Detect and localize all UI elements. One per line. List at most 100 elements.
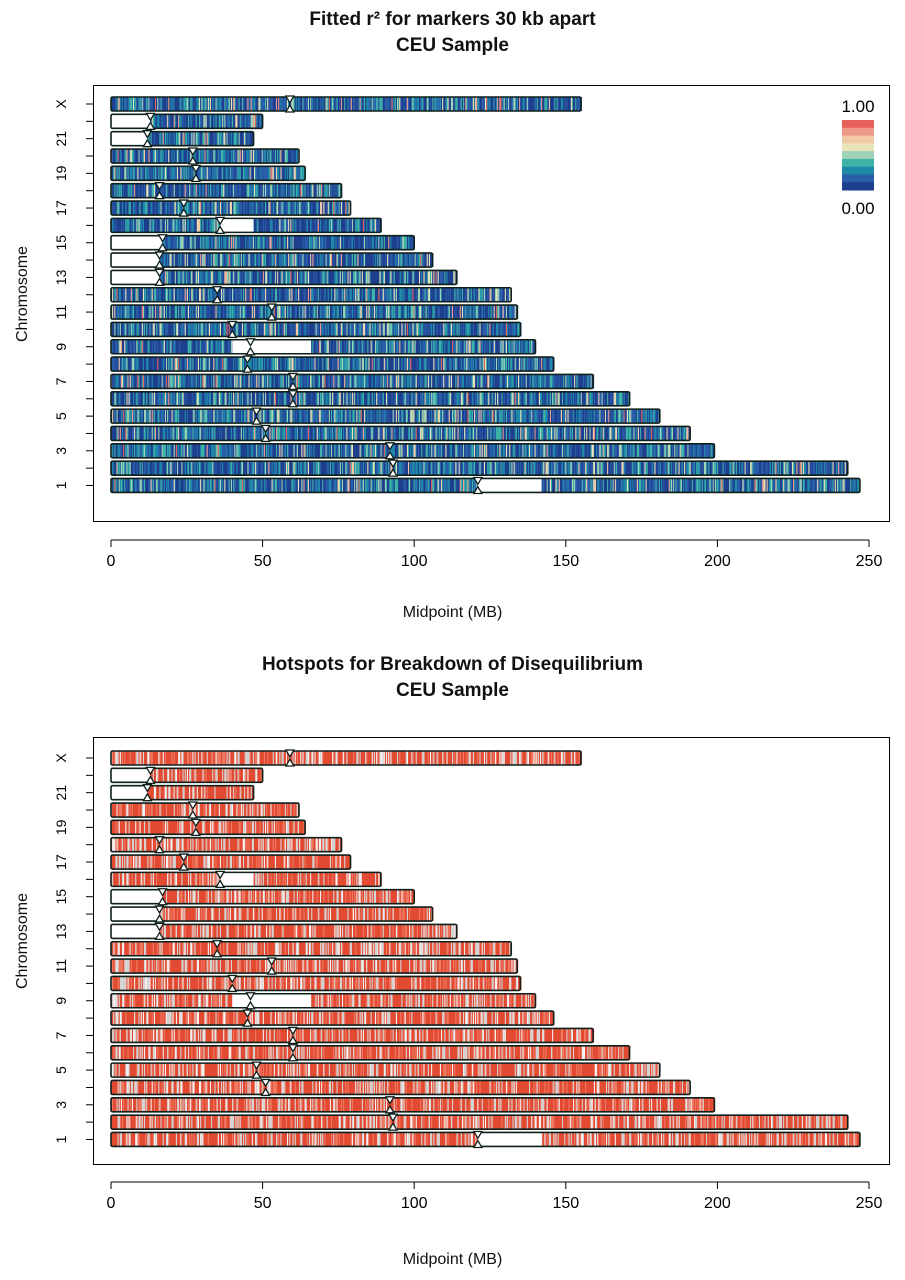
centromere-21 xyxy=(142,130,153,148)
y-tick-label: 15 xyxy=(53,889,69,905)
centromere-13 xyxy=(154,922,165,941)
y-tick-label: X xyxy=(53,753,69,763)
centromere-5 xyxy=(251,407,262,425)
centromere-7 xyxy=(287,1026,299,1045)
legend-max-label: 1.00 xyxy=(841,97,874,116)
centromere-7 xyxy=(287,372,299,391)
x-tick-label: 250 xyxy=(856,553,883,570)
centromere-21 xyxy=(142,784,153,802)
chromosome-5 xyxy=(110,407,661,425)
centromere-10 xyxy=(227,320,238,339)
chart-subtitle: CEU Sample xyxy=(396,680,509,701)
chromosome-13 xyxy=(110,922,458,941)
y-tick-label: 7 xyxy=(53,1031,69,1039)
chromosome-7 xyxy=(110,372,595,391)
x-tick-label: 150 xyxy=(552,553,579,570)
centromere-3 xyxy=(384,1096,396,1114)
centromere-11 xyxy=(266,303,277,321)
centromere-12 xyxy=(211,286,223,304)
centromere-2 xyxy=(387,1113,399,1131)
y-axis-label: Chromosome xyxy=(14,892,31,989)
centromere-2 xyxy=(387,459,399,477)
centromere-17 xyxy=(178,853,189,871)
legend-swatch xyxy=(842,135,874,144)
x-axis-label: Midpoint (MB) xyxy=(402,604,503,621)
centromere-3 xyxy=(384,442,396,460)
centromere-15 xyxy=(157,234,168,252)
x-tick-label: 100 xyxy=(401,1195,428,1212)
centromere-20 xyxy=(187,147,199,165)
legend-swatch xyxy=(842,182,874,191)
chromosome-8 xyxy=(110,355,555,373)
chromosome-16 xyxy=(110,216,382,235)
chromosome-21 xyxy=(110,784,255,802)
centromere-6 xyxy=(287,390,299,408)
chromosome-19 xyxy=(110,164,306,183)
chromosome-6 xyxy=(110,390,631,408)
centromere-5 xyxy=(251,1061,262,1079)
legend-swatch xyxy=(842,143,874,152)
centromere-14 xyxy=(154,251,165,269)
y-tick-label: 1 xyxy=(53,481,69,489)
chromosome-22 xyxy=(110,112,264,130)
y-tick-label: 3 xyxy=(53,447,69,455)
chromosome-15 xyxy=(110,234,416,252)
legend-swatch xyxy=(842,158,874,168)
chromosome-2 xyxy=(110,459,849,477)
x-tick-label: 200 xyxy=(704,553,731,570)
x-tick-label: 0 xyxy=(107,1195,116,1212)
x-tick-label: 250 xyxy=(856,1195,883,1212)
chromosome-10 xyxy=(110,974,522,993)
y-tick-label: 17 xyxy=(53,854,69,870)
y-axis-label: Chromosome xyxy=(14,245,31,342)
chromosome-3 xyxy=(110,442,716,460)
chromosome-17 xyxy=(110,199,352,217)
centromere-11 xyxy=(266,957,277,975)
centromere-19 xyxy=(190,818,202,837)
chromosome-12 xyxy=(110,286,513,304)
centromere-13 xyxy=(154,268,165,287)
x-tick-label: 150 xyxy=(552,1195,579,1212)
y-tick-label: 11 xyxy=(53,305,69,320)
y-tick-label: 11 xyxy=(53,959,69,974)
legend-swatch xyxy=(842,127,874,137)
chromosome-10 xyxy=(110,320,522,339)
chromosome-20 xyxy=(110,801,300,819)
centromere-9 xyxy=(245,992,256,1010)
y-tick-label: 9 xyxy=(53,997,69,1005)
chromosome-19 xyxy=(110,818,306,837)
legend-swatch xyxy=(842,151,874,160)
chromosome-4 xyxy=(110,1078,691,1097)
y-tick-label: 19 xyxy=(53,819,69,835)
centromere-20 xyxy=(187,801,199,819)
x-tick-label: 100 xyxy=(401,553,428,570)
chromosome-21 xyxy=(110,130,255,148)
centromere-9 xyxy=(245,338,256,356)
chromosome-17 xyxy=(110,853,352,871)
y-tick-label: 19 xyxy=(53,165,69,181)
y-tick-label: 21 xyxy=(53,131,69,147)
chromosome-8 xyxy=(110,1009,555,1027)
y-tick-label: 17 xyxy=(53,200,69,216)
x-tick-label: 0 xyxy=(107,553,116,570)
y-tick-label: 13 xyxy=(53,269,69,285)
chromosome-22 xyxy=(110,766,264,784)
centromere-6 xyxy=(287,1044,299,1062)
chromosome-4 xyxy=(110,424,691,443)
centromere-X xyxy=(284,95,296,113)
chromosome-11 xyxy=(110,303,519,321)
y-tick-label: 21 xyxy=(53,785,69,801)
chromosome-9 xyxy=(110,992,537,1010)
y-tick-label: 5 xyxy=(53,412,69,420)
centromere-4 xyxy=(260,424,271,443)
centromere-12 xyxy=(211,940,223,958)
centromere-18 xyxy=(154,182,165,200)
legend-swatch xyxy=(842,174,874,183)
centromere-17 xyxy=(178,199,189,217)
legend-swatch xyxy=(842,166,874,175)
centromere-14 xyxy=(154,905,165,923)
x-tick-label: 200 xyxy=(704,1195,731,1212)
chromosome-5 xyxy=(110,1061,661,1079)
centromere-22 xyxy=(145,112,156,130)
